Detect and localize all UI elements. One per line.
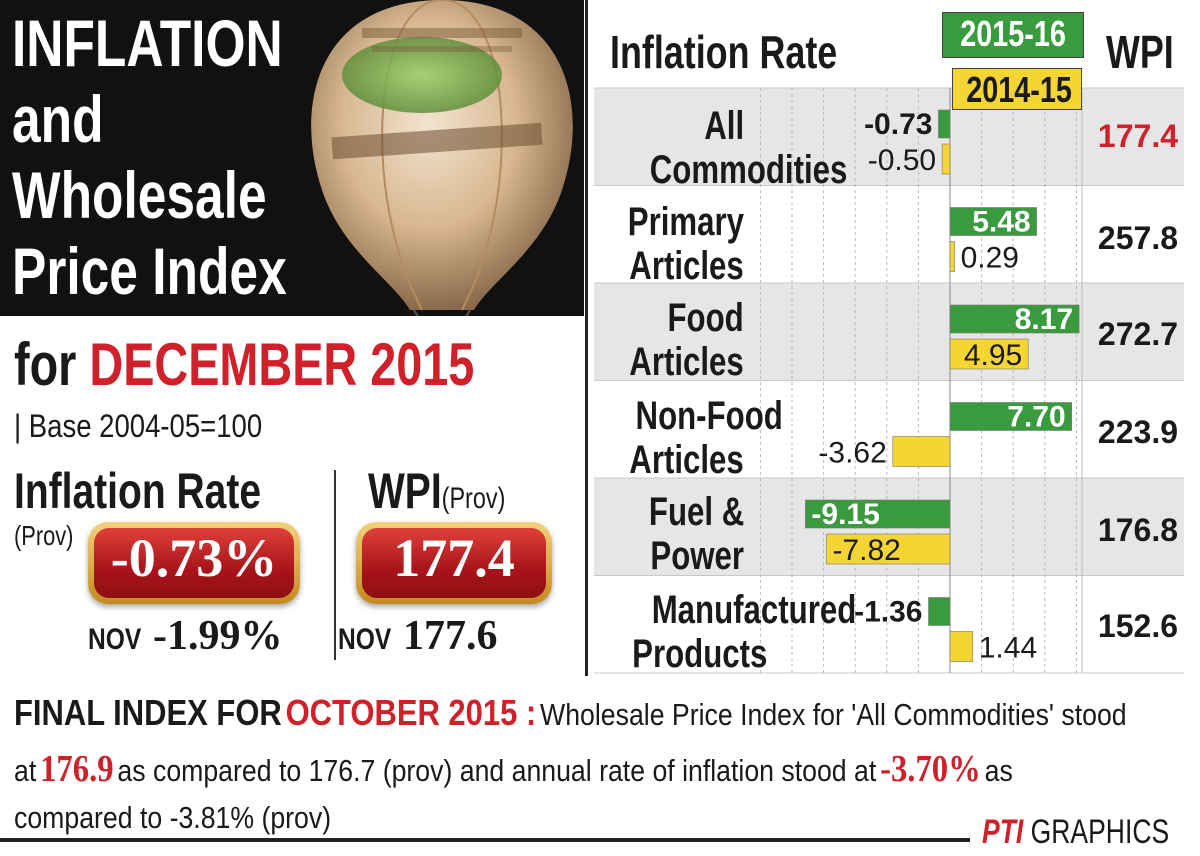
wpi-value-cell: 177.4	[1097, 118, 1178, 154]
chart-title: Inflation Rate	[610, 26, 838, 78]
inflation-rate-label: Inflation Rate	[14, 463, 262, 519]
bottom-rule	[0, 838, 970, 842]
wpi-value-cell: 152.6	[1097, 608, 1178, 644]
category-label: Manufactured Products	[632, 588, 857, 676]
final-inflation-value: -3.70%	[880, 748, 981, 790]
data-label: 4.95	[964, 339, 1022, 372]
period-month: DECEMBER 2015	[89, 331, 475, 398]
final-index-month: OCTOBER 2015 :	[285, 692, 537, 733]
wpi-value-cell: 257.8	[1097, 220, 1178, 256]
final-wpi-value: 176.9	[40, 748, 114, 790]
bar-2015-16	[938, 109, 951, 139]
inflation-bar-chart: -0.73 5.48 8.17 7.70 -9.15 -1.36 -0.50 0.29 4.95…	[594, 0, 1200, 682]
bar-2015-16	[949, 402, 1072, 431]
title-line-3: Wholesale	[12, 158, 267, 232]
wpi-value-cell: 272.7	[1097, 316, 1178, 352]
final-index-note: FINAL INDEX FOR OCTOBER 2015 : Wholesale…	[0, 682, 1200, 856]
final-index-heading: FINAL INDEX FOR	[14, 692, 282, 733]
category-label: Non-Food Articles	[629, 394, 783, 482]
pti-logo: PTI	[982, 813, 1024, 851]
wpi-value-cell: 223.9	[1097, 414, 1178, 450]
wpi-prev-label: NOV	[338, 623, 392, 656]
inflation-prev-label: NOV	[88, 623, 142, 656]
data-label: 8.17	[1015, 303, 1073, 336]
wpi-badge: 177.4	[356, 522, 552, 604]
wpi-prev-value: 177.6	[403, 613, 498, 659]
inflation-rate-sub: (Prov)	[14, 520, 74, 551]
final-index-text-1: Wholesale Price Index for 'All Commoditi…	[540, 697, 1127, 732]
wpi-prev-month: NOV 177.6	[338, 612, 498, 660]
bar-2014-15	[892, 436, 951, 467]
category-label: Fuel & Power	[648, 490, 744, 578]
legend-2014-15: 2014-15	[952, 68, 1082, 110]
title-line-1: INFLATION	[12, 6, 283, 80]
data-label: 0.29	[961, 242, 1019, 275]
inflation-prev-value: -1.99%	[153, 613, 283, 659]
inflation-prev-month: NOV -1.99%	[88, 612, 283, 660]
data-label: -3.62	[818, 437, 886, 470]
wpi-sub: (Prov)	[441, 482, 506, 515]
left-panel: INFLATION and Wholesale Price Index	[0, 0, 584, 682]
legend-2015-16: 2015-16	[942, 12, 1084, 58]
category-label: Food Articles	[629, 296, 744, 384]
data-label: 7.70	[1007, 401, 1065, 434]
bar-2015-16	[805, 499, 951, 529]
data-label: -9.15	[811, 498, 879, 531]
bar-2014-15	[949, 241, 955, 272]
final-index-line-2: at 176.9 as compared to 176.7 (prov) and…	[14, 748, 1013, 790]
final-index-line-3: compared to -3.81% (prov)	[14, 800, 332, 835]
bar-2014-15	[941, 143, 951, 175]
data-label: 1.44	[979, 632, 1037, 665]
row-stripe	[594, 283, 1184, 381]
currency-balloon-illustration	[311, 0, 573, 316]
category-label: Primary Articles	[627, 200, 744, 288]
data-label: -7.82	[832, 534, 900, 567]
bar-2014-15	[949, 338, 1029, 370]
title-line-2: and	[12, 82, 104, 156]
base-year-note: | Base 2004-05=100	[14, 408, 263, 444]
wpi-value-cell: 176.8	[1097, 512, 1178, 548]
row-stripe	[594, 185, 1184, 283]
wpi-column-header: WPI	[1106, 26, 1174, 78]
bar-2014-15	[949, 631, 974, 662]
data-label: -1.36	[854, 596, 922, 629]
panel-divider	[585, 0, 588, 676]
final-index-line-1: FINAL INDEX FOR OCTOBER 2015 : Wholesale…	[14, 686, 1200, 740]
row-stripe	[594, 88, 1184, 186]
title-line-4: Price Index	[12, 234, 287, 308]
title-hero: INFLATION and Wholesale Price Index	[0, 0, 584, 316]
bar-2014-15	[826, 533, 951, 565]
wpi-value: 177.4	[362, 528, 546, 598]
headline-divider	[334, 470, 336, 660]
inflation-rate-badge: -0.73%	[88, 522, 300, 604]
period-prefix: for	[14, 331, 77, 398]
data-label: -0.73	[864, 108, 932, 141]
wpi-label: WPI(Prov)	[368, 463, 506, 519]
bar-2015-16	[949, 304, 1080, 334]
data-label: 5.48	[972, 206, 1030, 239]
row-stripe	[594, 380, 1184, 478]
period-heading: for DECEMBER 2015	[14, 330, 604, 400]
category-label: All Commodities	[649, 104, 848, 192]
chart-plot-area: -0.73 5.48 8.17 7.70 -9.15 -1.36 -0.50 0.29 4.95…	[594, 87, 1184, 674]
pti-graphics-credit: PTI GRAPHICS	[982, 813, 1170, 851]
bar-2015-16	[928, 597, 951, 626]
row-stripe	[594, 575, 1184, 673]
inflation-rate-value: -0.73%	[94, 528, 294, 598]
data-label: -0.50	[868, 144, 936, 177]
bar-2015-16	[949, 207, 1037, 236]
